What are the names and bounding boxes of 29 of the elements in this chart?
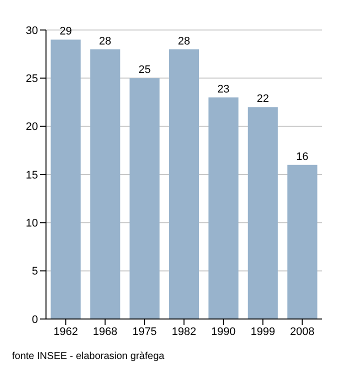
data-label: 16 bbox=[296, 150, 308, 163]
bar bbox=[90, 49, 120, 319]
data-label: 23 bbox=[217, 83, 230, 96]
x-tick-label: 1982 bbox=[172, 326, 196, 338]
data-label: 29 bbox=[60, 26, 72, 38]
x-tick-label: 1968 bbox=[92, 326, 118, 338]
y-tick-label: 10 bbox=[26, 218, 38, 230]
bar bbox=[287, 164, 318, 319]
data-label: 28 bbox=[178, 35, 190, 48]
y-tick-label: 0 bbox=[32, 314, 38, 326]
y-tick-label: 15 bbox=[26, 169, 38, 182]
x-tick-label: 1999 bbox=[250, 326, 276, 338]
x-tick-label: 1975 bbox=[132, 326, 157, 338]
y-tick-label: 20 bbox=[26, 121, 38, 134]
y-tick-label: 25 bbox=[26, 73, 38, 86]
bar bbox=[169, 49, 200, 319]
y-tick-label: 30 bbox=[26, 24, 38, 37]
y-tick-label: 5 bbox=[32, 266, 38, 278]
x-tick-label: 2008 bbox=[290, 326, 315, 338]
data-label: 25 bbox=[138, 64, 151, 76]
bar bbox=[248, 107, 278, 319]
data-label: 28 bbox=[99, 35, 112, 48]
x-tick-label: 1962 bbox=[53, 326, 78, 338]
bar bbox=[130, 78, 160, 319]
bar bbox=[208, 97, 238, 319]
bar bbox=[50, 40, 81, 319]
source-note: fonte INSEE - elaborasion gràfega bbox=[12, 351, 166, 362]
x-tick-label: 1990 bbox=[211, 326, 236, 338]
data-label: 22 bbox=[256, 93, 269, 106]
